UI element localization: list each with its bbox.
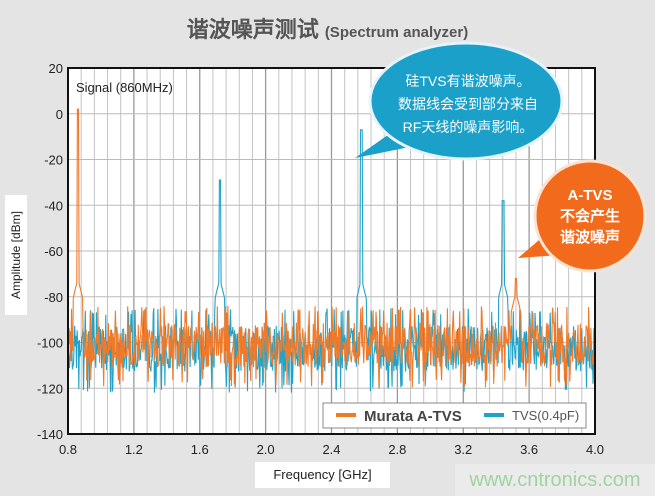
y-tick-label: -120	[37, 381, 63, 396]
y-tick-label: -140	[37, 427, 63, 442]
x-tick-label: 1.6	[191, 442, 209, 457]
blue-bubble-text: 硅TVS有谐波噪声。 数据线会受到部分来自 RF天线的噪声影响。	[378, 70, 558, 139]
x-tick-label: 2.4	[322, 442, 340, 457]
orange-bubble-line: A-TVS	[567, 187, 613, 204]
blue-bubble-line: 硅TVS有谐波噪声。	[405, 73, 531, 89]
x-tick-label: 1.2	[125, 442, 143, 457]
legend	[322, 402, 587, 429]
title-zh: 谐波噪声测试	[186, 17, 319, 42]
orange-bubble	[533, 159, 647, 273]
y-tick-label: 20	[49, 61, 63, 76]
blue-bubble-line: 数据线会受到部分来自	[398, 96, 538, 112]
x-tick-label: 3.2	[454, 442, 472, 457]
orange-bubble-line: 谐波噪声	[559, 229, 620, 246]
y-axis-label-box: Amplitude [dBm]	[5, 195, 27, 315]
legend-label-murata: Murata A-TVS	[364, 408, 462, 425]
y-tick-label: -100	[37, 336, 63, 351]
series-line-tvs-0-4pf-	[67, 129, 596, 393]
legend-label-tvs: TVS(0.4pF)	[512, 408, 579, 423]
y-tick-label: -80	[44, 290, 63, 305]
y-tick-label: -20	[44, 153, 63, 168]
x-tick-label: 0.8	[59, 442, 77, 457]
chart-title: 谐波噪声测试 (Spectrum analyzer)	[0, 12, 655, 44]
y-tick-label: -60	[44, 244, 63, 259]
y-tick-label: -40	[44, 198, 63, 213]
watermark: www.cntronics.com	[455, 464, 655, 496]
orange-bubble-line: 不会产生	[559, 208, 620, 225]
blue-bubble-line: RF天线的噪声影响。	[402, 119, 534, 135]
x-tick-label: 4.0	[586, 442, 604, 457]
series-line-murata-a-tvs	[67, 108, 596, 388]
x-tick-label: 3.6	[520, 442, 538, 457]
title-en: (Spectrum analyzer)	[324, 24, 469, 41]
y-axis-label: Amplitude [dBm]	[9, 210, 23, 300]
x-tick-label: 2.8	[388, 442, 406, 457]
blue-bubble	[368, 41, 564, 161]
orange-bubble-text: A-TVS 不会产生 谐波噪声	[540, 185, 640, 248]
x-axis-label: Frequency [GHz]	[255, 462, 390, 488]
y-tick-label: 0	[56, 107, 63, 122]
signal-annotation: Signal (860MHz)	[76, 80, 173, 95]
x-tick-label: 2.0	[257, 442, 275, 457]
